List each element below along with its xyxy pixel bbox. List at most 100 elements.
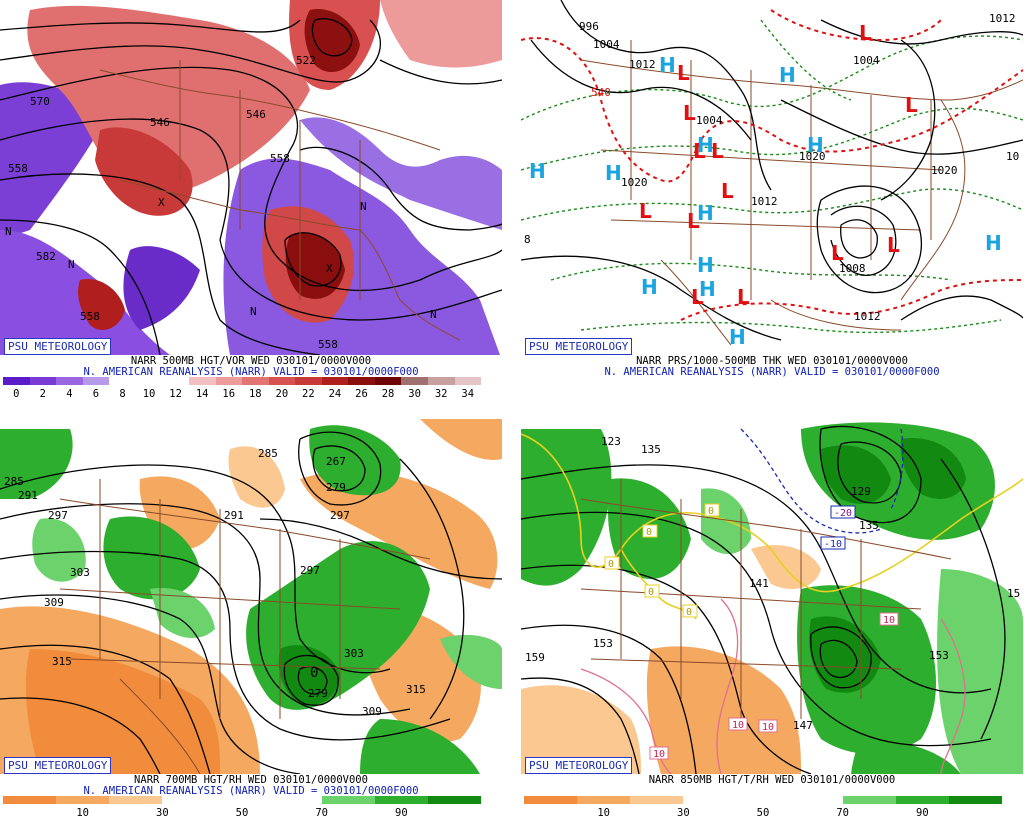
colorbar-swatch [162,796,216,804]
colorbar-swatch [789,796,843,804]
panel-700mb-humidity: 285 291 297 303 309 315 267 279 285 291 … [0,419,502,819]
isobar-label: 1004 [593,38,620,51]
colorbar-tick-label: 12 [169,388,182,400]
humidity-colorbar [3,796,481,804]
height-label: 522 [296,54,316,67]
colorbar-swatch [374,377,402,385]
isotherm-label: 0 [604,556,620,570]
colorbar-swatch [630,796,684,804]
low-pressure-symbol: L [687,209,700,233]
colorbar-tick-label: 30 [156,807,169,819]
colorbar-tick-label: 16 [222,388,236,400]
height-label: 279 [326,481,346,494]
height-label: 285 [4,475,24,488]
low-pressure-symbol: L [737,285,750,309]
isotherm-label: -20 [830,505,856,519]
colorbar-swatch [268,796,322,804]
isotherm-label: 0 [644,584,660,598]
low-pressure-symbol: L [721,179,734,203]
svg-text:10: 10 [732,720,744,731]
map-caption: NARR PRS/1000-500MB THK WED 030101/0000V… [636,355,908,367]
panel-500mb-vorticity: 570 558 546 522 546 558 582 558 558 N N … [0,0,502,400]
colorbar-tick-label: 20 [275,388,289,400]
colorbar-swatch [948,796,1002,804]
height-label: 291 [18,489,38,502]
high-pressure-symbol: H [779,63,796,87]
height-label: 153 [593,637,613,650]
height-label: 558 [318,338,338,351]
height-label: 147 [793,719,813,732]
panel-850mb-temp-humidity: 123 135 129 135 141 147 153 159 153 15 0 [521,419,1023,819]
humidity-map-700mb: 285 291 297 303 309 315 267 279 285 291 … [0,419,502,774]
psu-meteorology-badge: PSU METEOROLOGY [4,338,112,355]
isotherm-label: 10 [728,717,748,731]
thickness-label: 540 [591,86,611,99]
colorbar-tick-label: 6 [92,388,100,400]
colorbar-swatch [82,377,110,385]
low-pressure-symbol: L [677,61,690,85]
high-pressure-symbol: H [729,325,746,349]
low-pressure-symbol: L [831,241,844,265]
height-label: 309 [44,596,64,609]
colorbar-tick-label: 8 [119,388,126,400]
svg-text:10: 10 [883,615,895,626]
colorbar-swatch [428,377,455,385]
high-pressure-symbol: H [699,277,716,301]
colorbar-swatch [401,377,428,385]
colorbar-swatch [268,377,296,385]
humidity-colorbar-ticks: 10 30 50 70 90 [524,807,1002,819]
height-label: 558 [80,310,100,323]
isobar-label: 1012 [989,12,1016,25]
map-caption: NARR 500MB HGT/VOR WED 030101/0000V000 [130,355,372,367]
vorticity-colorbar [3,377,482,385]
height-label: 582 [36,250,56,263]
colorbar-tick-label: 10 [597,807,610,819]
vorticity-map: 570 558 546 522 546 558 582 558 558 N N … [0,0,502,355]
colorbar-tick-label: 70 [836,807,849,819]
vorticity-maximum-symbol: X [158,196,165,209]
map-caption: NARR 700MB HGT/RH WED 030101/0000V000 [134,774,368,786]
high-pressure-symbol: H [529,159,546,183]
vorticity-minimum-symbol: N [68,258,75,271]
isobar-label: 1012 [854,310,881,323]
high-pressure-symbol: H [605,161,622,185]
colorbar-tick-label: 24 [328,388,342,400]
vorticity-colorbar-ticks: 0 2 4 6 8 10 12 14 16 18 20 22 24 26 28 30 32 34 [3,388,481,400]
isotherm-label: 10 [879,612,899,626]
height-label: 558 [270,152,290,165]
isobar-label: 1004 [696,114,723,127]
vorticity-maximum-symbol: X [326,262,333,275]
svg-text:10: 10 [653,749,665,760]
height-label: 153 [929,649,949,662]
colorbar-swatch [56,796,110,804]
colorbar-tick-label: 10 [76,807,89,819]
svg-text:10: 10 [762,722,774,733]
colorbar-swatch [215,796,269,804]
height-label: 291 [224,509,244,522]
low-pressure-symbol: L [887,233,900,257]
colorbar-swatch [321,796,375,804]
low-pressure-symbol: L [859,21,872,45]
colorbar-tick-label: 22 [302,388,315,400]
height-label: 546 [150,116,170,129]
isotherm-label: 10 [758,719,778,733]
height-label: 309 [362,705,382,718]
low-pressure-symbol: L [683,101,696,125]
high-pressure-symbol: H [985,231,1002,255]
vorticity-minimum-symbol: N [360,200,367,213]
isobar-label: 1020 [621,176,648,189]
colorbar-tick-label: 50 [235,807,249,819]
humidity-colorbar [524,796,1002,804]
isotherm-label: 0 [704,503,720,517]
height-label: 267 [326,455,346,468]
colorbar-tick-label: 32 [434,388,448,400]
height-label: 0 [310,665,318,681]
colorbar-tick-label: 4 [66,388,73,400]
isobar-label: 1012 [629,58,656,71]
vorticity-minimum-symbol: N [250,305,257,318]
height-label: 135 [859,519,879,532]
colorbar-tick-label: 14 [195,388,209,400]
low-pressure-symbol: L [693,139,706,163]
height-label: 129 [851,485,871,498]
low-pressure-symbol: L [711,139,724,163]
